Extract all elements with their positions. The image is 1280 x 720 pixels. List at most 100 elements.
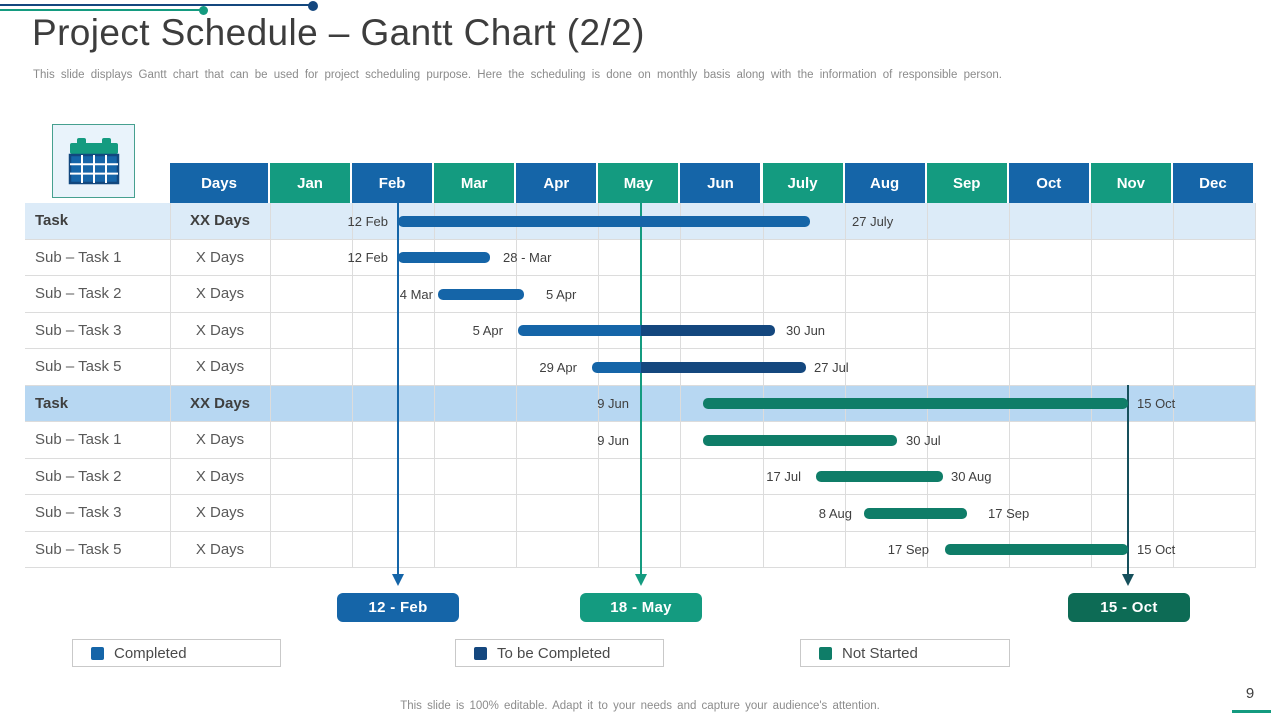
bar-end-date: 30 Jul [906, 432, 941, 448]
task-label: Sub – Task 1 [35, 431, 122, 449]
bar-end-date: 15 Oct [1137, 396, 1176, 412]
legend-item: To be Completed [455, 639, 664, 667]
task-days: X Days [195, 467, 245, 485]
month-header-cell: Jan [270, 163, 353, 203]
task-label: Task [35, 212, 69, 230]
arrow-down-icon [1122, 574, 1134, 586]
month-header-cell: Aug [844, 163, 927, 203]
bar-start-date: 8 Aug [818, 505, 852, 521]
timeline-marker-line [640, 203, 642, 574]
grid-line [270, 203, 271, 568]
top-accent-line-teal [0, 9, 202, 11]
task-days: X Days [195, 285, 245, 303]
task-days: XX Days [189, 212, 251, 230]
bar-end-date: 17 Sep [988, 505, 1030, 521]
month-header-cell: Sep [926, 163, 1009, 203]
grid-line [844, 203, 846, 568]
bar-start-date: 29 Apr [539, 359, 577, 375]
footer-note: This slide is 100% editable. Adapt it to… [400, 700, 880, 712]
task-label: Sub – Task 1 [35, 248, 122, 266]
task-days: X Days [195, 248, 245, 266]
task-days: X Days [195, 321, 245, 339]
bar-start-date: 17 Jul [766, 469, 801, 485]
gantt-bar [703, 434, 897, 446]
bar-end-date: 15 Oct [1137, 542, 1176, 558]
grid-line [598, 203, 600, 568]
task-days: X Days [195, 504, 245, 522]
gantt-bar [864, 507, 967, 519]
month-header-cell: Dec [1172, 163, 1255, 203]
bar-start-date: 5 Apr [472, 323, 503, 339]
month-header-cell: Mar [434, 163, 517, 203]
month-header-cell: Jun [680, 163, 763, 203]
gantt-bar [518, 325, 775, 337]
legend-label: Completed [114, 644, 187, 662]
page-number: 9 [1245, 685, 1255, 702]
bar-start-date: 12 Feb [347, 213, 388, 229]
grid-line [352, 203, 354, 568]
bar-start-date: 9 Jun [597, 396, 629, 412]
bar-start-date: 17 Sep [887, 542, 929, 558]
days-header-cell: Days [170, 163, 270, 203]
bar-end-date: 30 Aug [951, 469, 992, 485]
task-label: Sub – Task 2 [35, 285, 122, 303]
task-label: Task [35, 394, 69, 412]
bar-start-date: 4 Mar [399, 286, 433, 302]
bar-segment-to-be-completed [641, 361, 806, 373]
grid-line [1172, 203, 1174, 568]
task-label: Sub – Task 3 [35, 321, 122, 339]
month-header-cell: July [762, 163, 845, 203]
task-days: X Days [195, 431, 245, 449]
task-days: XX Days [189, 394, 251, 412]
gantt-bar [398, 252, 490, 264]
date-marker-badge[interactable]: 15 - Oct [1068, 593, 1190, 622]
date-marker-badge[interactable]: 12 - Feb [337, 593, 459, 622]
legend-item: Not Started [800, 639, 1010, 667]
month-header-cell: Nov [1090, 163, 1173, 203]
grid-line [1255, 203, 1256, 568]
grid-line [1090, 203, 1092, 568]
slide-description: This slide displays Gantt chart that can… [33, 69, 1002, 81]
arrow-down-icon [635, 574, 647, 586]
page-number-underline [1232, 710, 1271, 713]
grid-line [170, 203, 171, 568]
legend-label: Not Started [842, 644, 918, 662]
top-accent-line-navy [0, 4, 310, 6]
grid-line [680, 203, 682, 568]
date-marker-badge[interactable]: 18 - May [580, 593, 702, 622]
grid-line [1008, 203, 1010, 568]
legend-item: Completed [72, 639, 281, 667]
bar-segment-to-be-completed [641, 325, 775, 337]
gantt-bar [398, 215, 810, 227]
grid-line [926, 203, 928, 568]
bar-end-date: 27 July [852, 213, 894, 229]
month-header-cell: May [598, 163, 681, 203]
bar-end-date: 30 Jun [786, 323, 826, 339]
legend-swatch-icon [819, 646, 832, 660]
top-accent-dot-navy [308, 1, 318, 11]
gantt-bar [592, 361, 806, 373]
grid-line [434, 203, 436, 568]
bar-segment-completed [592, 361, 641, 373]
grid-line [762, 203, 764, 568]
gantt-bar [438, 288, 524, 300]
legend-swatch-icon [474, 646, 487, 660]
grid-line [516, 203, 518, 568]
timeline-marker-line [1127, 385, 1129, 574]
gantt-header-row: Days Jan Feb Mar Apr May Jun July Aug Sep Oct Nov De… [0, 163, 1280, 203]
task-label: Sub – Task 5 [35, 540, 122, 558]
month-header-cell: Oct [1008, 163, 1091, 203]
legend-swatch-icon [91, 646, 104, 660]
gantt-bar [816, 471, 943, 483]
month-header-cell: Apr [516, 163, 599, 203]
arrow-down-icon [392, 574, 404, 586]
bar-end-date: 28 - Mar [503, 250, 552, 266]
calendar-icon [52, 124, 135, 198]
task-days: X Days [195, 540, 245, 558]
calendar-icon-glyph [68, 137, 119, 184]
task-label: Sub – Task 3 [35, 504, 122, 522]
top-accent-dot-teal [199, 6, 208, 15]
bar-end-date: 27 Jul [814, 359, 849, 375]
task-days: X Days [195, 358, 245, 376]
